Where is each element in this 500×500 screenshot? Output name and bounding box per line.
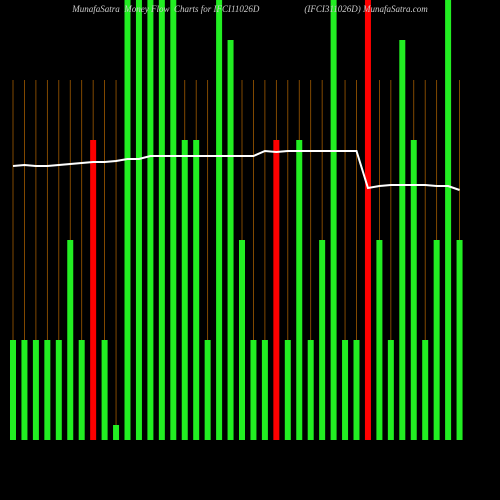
price-line — [12, 149, 460, 191]
bar — [216, 0, 223, 440]
bar — [10, 340, 16, 440]
bar — [239, 240, 245, 440]
bar — [319, 240, 326, 440]
bar — [113, 425, 120, 440]
bar — [204, 340, 211, 440]
bar — [158, 0, 165, 440]
bar — [296, 140, 303, 440]
bar — [445, 0, 452, 440]
bar — [181, 140, 188, 440]
bar — [227, 40, 234, 440]
bar — [135, 0, 142, 440]
bar — [147, 0, 154, 440]
bar — [273, 140, 280, 440]
bar — [21, 340, 28, 440]
bar — [307, 340, 314, 440]
bar — [342, 340, 349, 440]
bar — [32, 340, 39, 440]
bar — [124, 0, 131, 440]
bar — [101, 340, 108, 440]
bar — [284, 340, 291, 440]
bar — [55, 340, 62, 440]
bar — [67, 240, 74, 440]
bar — [399, 40, 406, 440]
bar — [364, 0, 371, 440]
bar — [422, 340, 429, 440]
bar — [193, 140, 200, 440]
bar — [250, 340, 257, 440]
chart-title: MunafaSatra Money Flow Charts for IFCI11… — [71, 4, 428, 14]
bar — [90, 140, 97, 440]
bar — [410, 140, 417, 440]
bar — [353, 340, 360, 440]
bar — [456, 240, 463, 440]
bar — [78, 340, 85, 440]
bar — [261, 340, 268, 440]
bar — [387, 340, 394, 440]
bar — [170, 0, 177, 440]
bar — [330, 0, 337, 440]
bar — [44, 340, 51, 440]
bar — [376, 240, 383, 440]
bar — [433, 240, 440, 440]
